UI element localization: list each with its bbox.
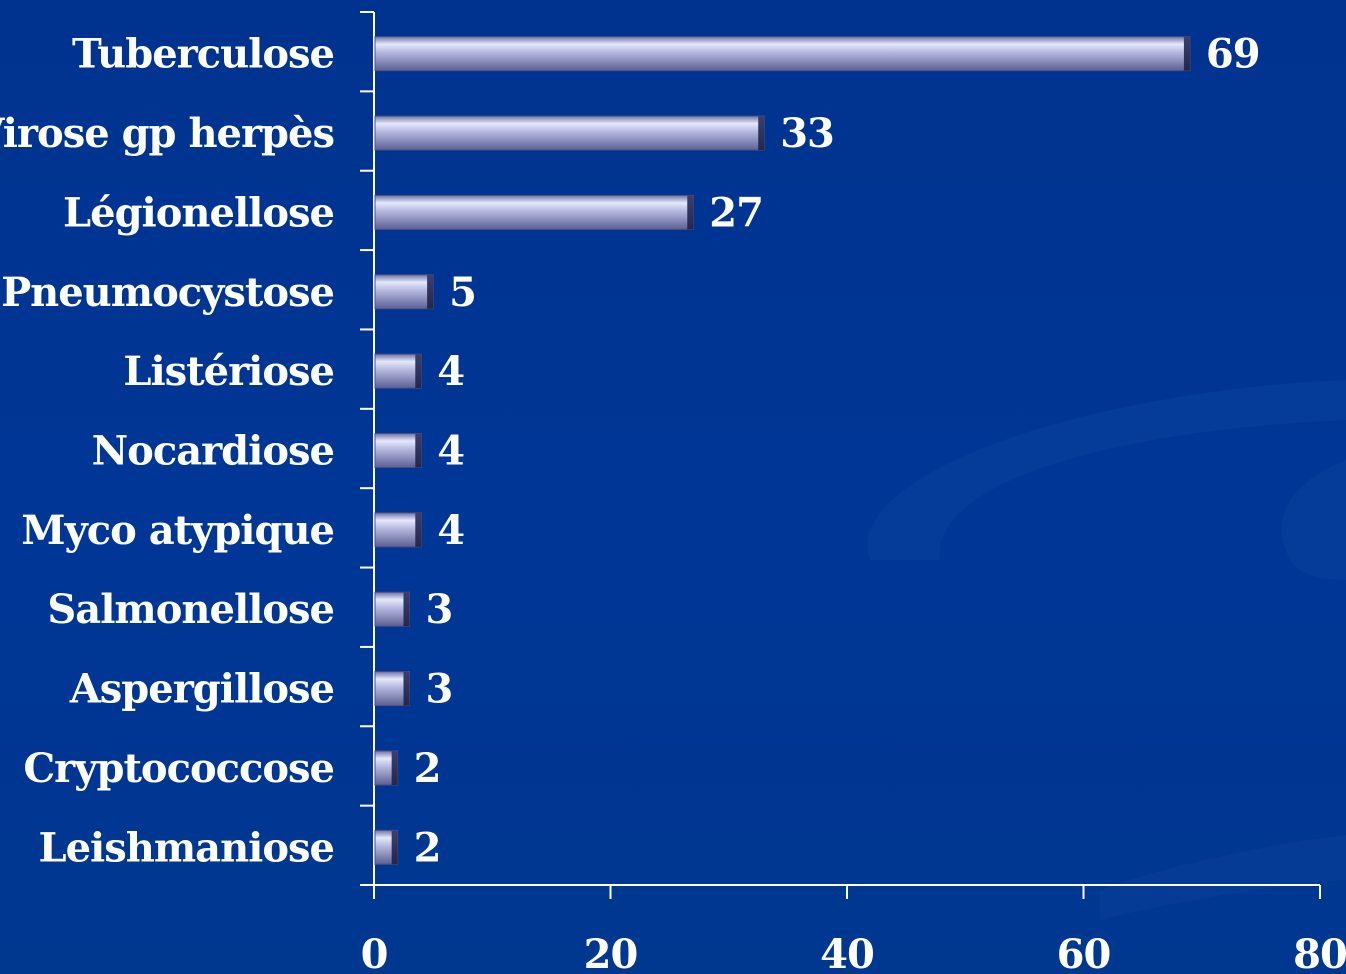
- category-label: Salmonellose: [47, 586, 334, 633]
- bar-body: [374, 433, 422, 468]
- value-label: 27: [709, 189, 763, 236]
- bar-2: [374, 115, 765, 151]
- value-label: 2: [414, 824, 441, 871]
- bar-end-cap: [758, 116, 765, 151]
- category-label: Légionellose: [63, 189, 334, 236]
- value-label: 4: [437, 348, 464, 395]
- bar-end-cap: [415, 433, 422, 468]
- bar-body: [374, 353, 422, 389]
- category-label: Aspergillose: [69, 666, 334, 713]
- category-label: Listériose: [123, 348, 334, 395]
- category-label: Cryptococcose: [23, 745, 334, 792]
- category-label: Leishmaniose: [38, 824, 334, 871]
- x-tick-label: 40: [820, 931, 874, 974]
- value-label: 3: [425, 586, 452, 633]
- value-label: 33: [780, 110, 834, 157]
- bar-end-cap: [687, 195, 694, 230]
- x-tick-label: 60: [1057, 931, 1111, 974]
- category-label: Virose gp herpès: [0, 110, 334, 157]
- bar-end-cap: [403, 671, 410, 706]
- bar-body: [374, 512, 422, 548]
- bar-6: [374, 433, 422, 468]
- x-tick-label: 80: [1293, 931, 1346, 974]
- value-label: 4: [437, 507, 464, 554]
- bar-1: [374, 36, 1191, 72]
- x-tick-label: 0: [361, 931, 388, 974]
- background-swoosh-2: [1281, 460, 1346, 580]
- bar-10: [374, 750, 399, 786]
- bar-end-cap: [391, 830, 398, 865]
- bar-body: [374, 115, 765, 151]
- bar-end-cap: [415, 512, 422, 547]
- bar-8: [374, 591, 410, 627]
- bar-end-cap: [403, 592, 410, 627]
- bar-body: [374, 274, 434, 310]
- bar-body: [374, 194, 694, 230]
- bar-5: [374, 353, 422, 389]
- category-label: Nocardiose: [92, 428, 334, 475]
- bar-body: [374, 36, 1191, 72]
- category-label: Myco atypique: [21, 507, 334, 554]
- value-label: 2: [414, 745, 441, 792]
- bar-9: [374, 671, 410, 707]
- category-label: Pneumocystose: [1, 269, 334, 316]
- bar-end-cap: [415, 354, 422, 389]
- value-label: 69: [1206, 31, 1260, 78]
- bar-7: [374, 512, 422, 548]
- bar-3: [374, 194, 694, 230]
- value-label: 3: [425, 666, 452, 713]
- bar-end-cap: [391, 750, 398, 785]
- category-label: Tuberculose: [72, 31, 334, 78]
- bar-end-cap: [427, 274, 434, 309]
- bar-4: [374, 274, 434, 310]
- x-tick-label: 20: [584, 931, 638, 974]
- bar-11: [374, 829, 399, 865]
- value-label: 4: [437, 428, 464, 475]
- bar-end-cap: [1183, 36, 1190, 71]
- value-label: 5: [449, 269, 476, 316]
- background-swoosh-3: [1100, 835, 1346, 920]
- background-swoosh: [867, 380, 1346, 560]
